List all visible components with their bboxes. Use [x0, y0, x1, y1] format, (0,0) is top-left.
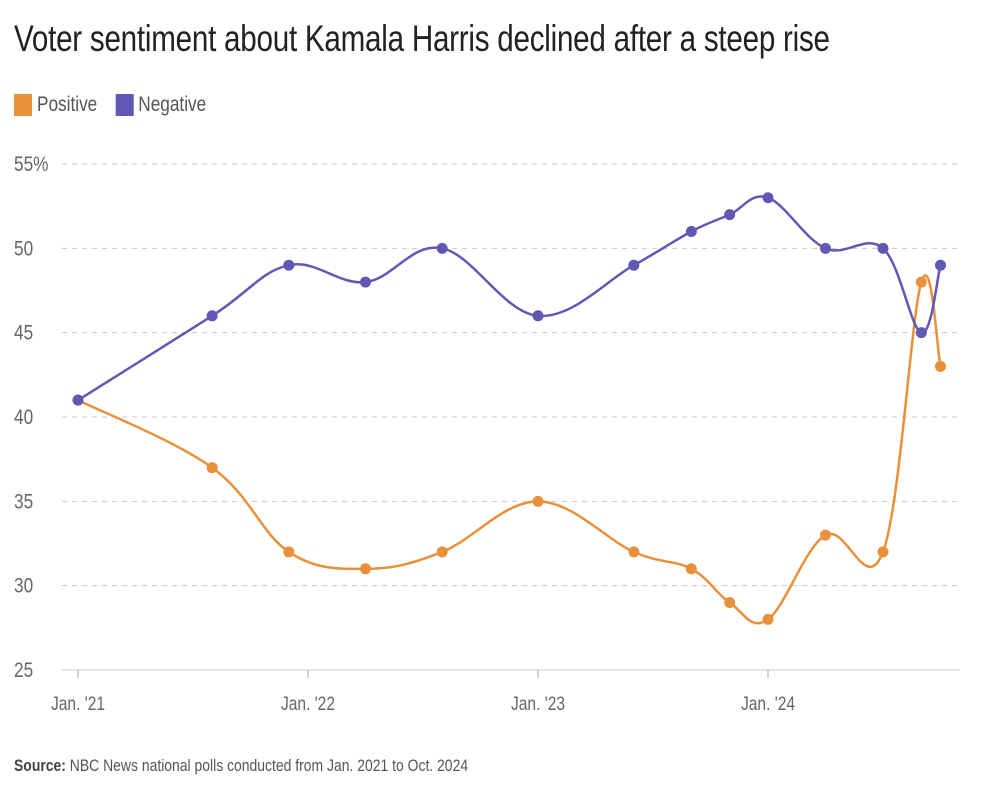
legend-swatch-negative	[115, 94, 134, 116]
source-note: Source: NBC News national polls conducte…	[14, 756, 468, 776]
y-tick-label: 35	[14, 491, 33, 514]
y-tick-label: 25	[14, 660, 33, 683]
data-point-positive	[436, 546, 448, 558]
y-tick-label: 45	[14, 322, 33, 345]
data-point-negative	[724, 209, 736, 221]
data-point-positive	[685, 563, 697, 575]
data-point-positive	[915, 276, 927, 288]
x-tick-label: Jan. '24	[741, 693, 795, 715]
legend-item-positive: Positive	[14, 93, 97, 117]
y-tick-label: 50	[14, 238, 33, 261]
data-point-negative	[628, 259, 640, 271]
data-point-positive	[877, 546, 889, 558]
data-point-negative	[935, 259, 946, 271]
data-point-positive	[628, 546, 640, 558]
data-point-negative	[877, 242, 889, 254]
data-point-positive	[206, 462, 218, 474]
data-point-positive	[762, 613, 774, 625]
series-line-positive	[77, 274, 942, 625]
data-point-positive	[820, 529, 831, 541]
legend-label-negative: Negative	[138, 93, 207, 116]
data-point-negative	[685, 225, 697, 237]
line-chart: 25 30 35 40 45 50 55% Jan. '21 Jan. '22 Jan. '23 J…	[14, 154, 960, 715]
y-tick-label: 30	[14, 575, 33, 598]
source-label: Source:	[14, 756, 66, 775]
data-point-negative	[206, 310, 218, 322]
legend-swatch-positive	[14, 94, 33, 116]
data-point-negative	[820, 242, 831, 254]
data-point-positive	[724, 597, 736, 609]
data-point-negative	[283, 259, 295, 271]
x-tick-label: Jan. '21	[51, 693, 105, 715]
data-point-positive	[360, 563, 371, 575]
legend-item-negative: Negative	[115, 93, 206, 117]
chart-title: Voter sentiment about Kamala Harris decl…	[14, 18, 830, 59]
data-point-positive	[283, 546, 295, 558]
x-tick-label: Jan. '23	[511, 693, 565, 715]
data-point-negative	[436, 242, 448, 254]
data-point-negative	[532, 310, 544, 322]
data-point-negative	[915, 327, 927, 339]
data-point-negative	[72, 394, 84, 406]
source-text: NBC News national polls conducted from J…	[69, 756, 469, 775]
data-point-positive	[532, 495, 544, 507]
series-line-negative	[77, 195, 942, 402]
y-tick-label: 40	[14, 407, 33, 430]
y-tick-label: 55%	[14, 154, 48, 177]
data-point-negative	[360, 276, 371, 288]
data-point-negative	[762, 192, 774, 204]
data-point-positive	[935, 360, 946, 372]
x-tick-label: Jan. '22	[281, 693, 335, 715]
legend-label-positive: Positive	[36, 93, 98, 116]
legend: Positive Negative	[14, 93, 224, 117]
